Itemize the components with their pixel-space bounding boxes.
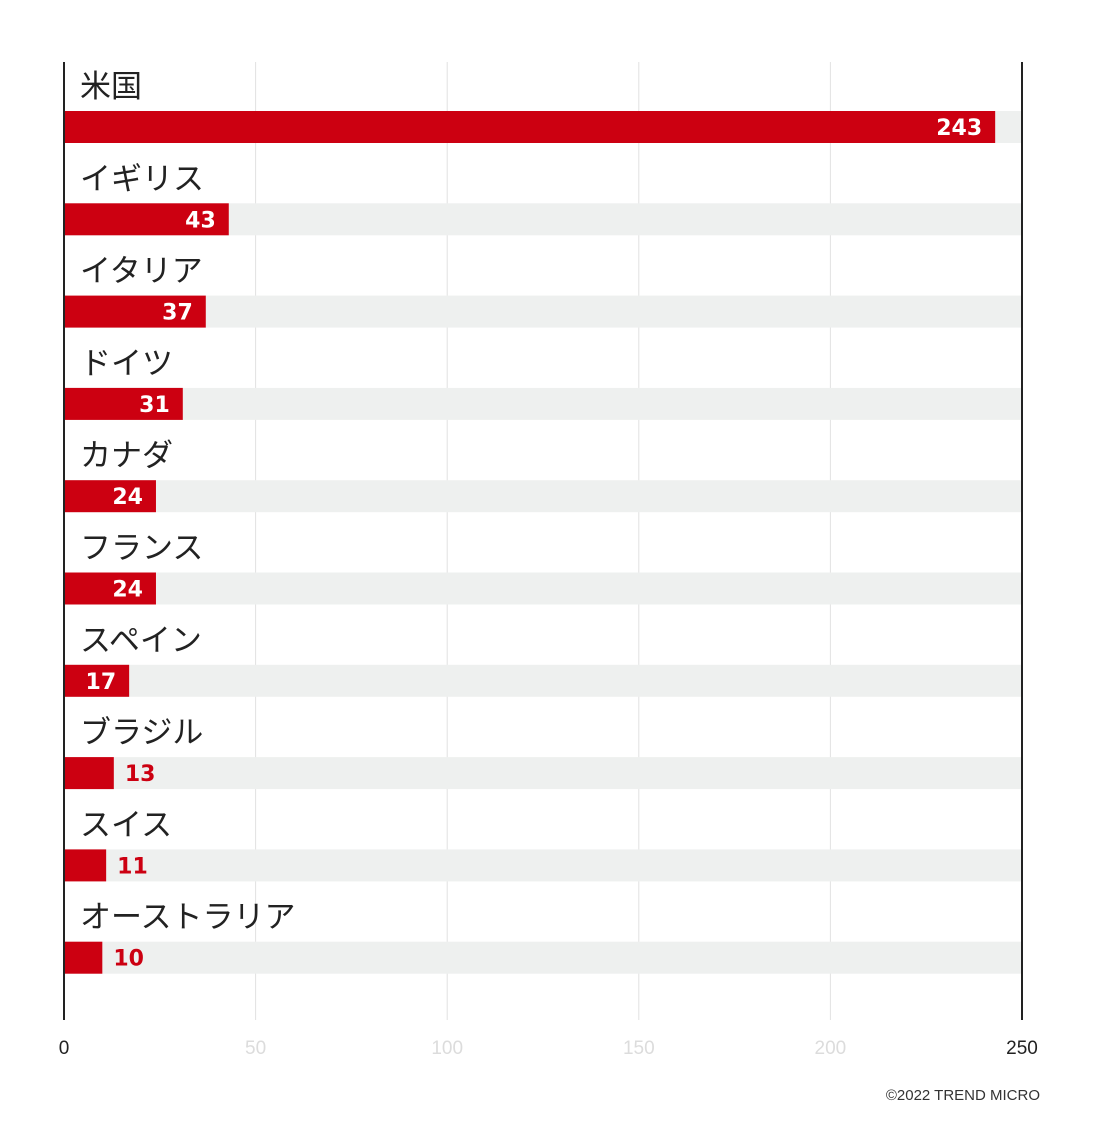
x-tick-label: 150 [623,1038,655,1059]
copyright-credit: ©2022 TREND MICRO [885,1087,1040,1104]
value-labels: 243 43 37 31 24 24 17 13 11 10 [86,116,983,972]
x-tick-labels: 0 50 100 150 200 250 [59,1038,1038,1059]
category-label: イタリア [80,254,203,290]
x-tick-label: 50 [245,1038,266,1059]
category-label: ドイツ [80,346,173,382]
bar-track [64,387,1022,420]
bar [64,387,183,420]
bar-track [64,757,1022,790]
bar [64,941,103,974]
x-tick-label: 0 [59,1038,70,1059]
axes [63,62,1023,1020]
value-label: 13 [125,762,156,787]
value-label: 243 [936,116,982,141]
bar [64,572,156,605]
bar-track [64,572,1022,605]
bars [64,111,996,974]
x-tick-label: 100 [431,1038,463,1059]
value-label: 17 [86,670,117,695]
category-label: フランス [80,531,203,567]
bar-tracks [64,111,1022,974]
value-label: 10 [113,947,144,972]
value-label: 31 [139,393,170,418]
bar-track [64,664,1022,697]
bar-track [64,849,1022,882]
category-label: イギリス [80,161,204,197]
value-label: 37 [162,301,193,326]
value-label: 24 [112,578,143,603]
category-label: カナダ [80,438,173,474]
bar-track [64,295,1022,328]
category-label: スイス [80,807,172,843]
bar-track [64,480,1022,513]
bar-track [64,941,1022,974]
x-tick-label: 250 [1006,1038,1038,1059]
category-label: ブラジル [80,715,203,751]
bar [64,757,114,790]
value-label: 11 [117,854,148,879]
bar [64,203,229,236]
value-label: 43 [185,208,216,233]
bar [64,111,996,143]
category-label: 米国 [80,69,142,105]
x-tick-label: 200 [815,1038,847,1059]
bar [64,664,130,697]
bar [64,295,206,328]
value-label: 24 [112,485,143,510]
category-label: スペイン [80,623,202,659]
category-label: オーストラリア [80,900,295,936]
bar [64,849,107,882]
bar [64,480,156,513]
